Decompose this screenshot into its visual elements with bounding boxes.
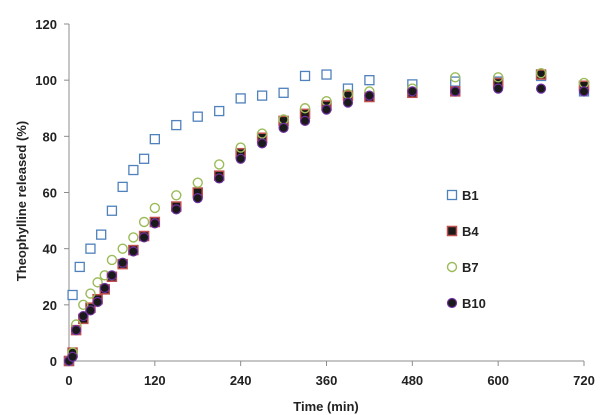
data-point-b1 — [85, 243, 96, 254]
data-point-b1 — [74, 261, 85, 273]
y-tick-labels: 0 20 40 60 80 100 120 — [35, 17, 57, 369]
legend-marker-b10 — [446, 297, 458, 309]
data-point-b1 — [321, 69, 332, 80]
y-axis-title: Theophylline released (%) — [14, 121, 29, 281]
x-tick-label: 120 — [144, 373, 166, 388]
data-point-b1 — [235, 93, 246, 104]
data-point-b10 — [493, 83, 504, 94]
data-point-b7 — [117, 243, 128, 254]
data-point-b7 — [256, 128, 268, 139]
y-tick-label: 0 — [50, 354, 57, 369]
data-point-b10 — [192, 193, 203, 204]
data-point-b7 — [92, 277, 103, 288]
legend-marker-b1 — [446, 189, 458, 201]
x-tick-label: 480 — [401, 373, 423, 388]
data-point-b1 — [138, 153, 150, 164]
data-point-b7 — [85, 288, 96, 299]
data-point-b7 — [192, 177, 203, 188]
data-point-b10 — [235, 153, 246, 164]
data-point-b10 — [321, 104, 332, 115]
data-point-b10 — [407, 86, 418, 97]
data-point-b7 — [106, 254, 118, 266]
legend-label-b10: B10 — [462, 296, 486, 311]
data-point-b7 — [149, 202, 161, 214]
data-point-b7 — [171, 190, 182, 201]
data-point-b7 — [235, 142, 246, 153]
x-tick-label: 600 — [487, 373, 509, 388]
data-point-b10 — [278, 122, 289, 134]
data-point-b10 — [67, 351, 78, 362]
data-point-b10 — [342, 97, 354, 108]
data-point-b1 — [299, 70, 311, 82]
data-point-b7 — [450, 72, 461, 83]
data-point-b1 — [214, 105, 225, 117]
data-point-b10 — [71, 325, 82, 336]
legend-marker-b4 — [446, 225, 458, 237]
data-point-b10 — [106, 270, 118, 281]
data-point-b10 — [78, 310, 89, 322]
data-point-b1 — [278, 87, 289, 98]
x-tick-labels: 0 120 240 360 480 600 720 — [65, 373, 594, 388]
data-point-b10 — [214, 173, 225, 184]
series-b10 — [63, 83, 590, 367]
data-point-b10 — [85, 305, 96, 316]
data-point-b10 — [117, 257, 128, 268]
data-point-b1 — [106, 205, 118, 216]
data-point-b7 — [128, 232, 139, 243]
data-point-b1 — [67, 289, 78, 301]
data-point-b10 — [171, 204, 182, 215]
legend-label-b1: B1 — [462, 188, 479, 203]
legend-label-b7: B7 — [462, 260, 479, 275]
y-tick-label: 60 — [43, 186, 57, 201]
x-tick-label: 360 — [316, 373, 338, 388]
data-point-b7 — [492, 72, 504, 83]
y-tick-label: 120 — [35, 17, 57, 32]
data-point-b10 — [364, 90, 375, 101]
data-point-b10 — [128, 246, 139, 257]
data-point-b7 — [78, 299, 89, 311]
legend-item-b4: B4 — [446, 224, 479, 239]
legend: B1 B4 B7 B10 — [446, 188, 486, 311]
data-point-b10 — [450, 86, 461, 97]
data-point-b10 — [578, 86, 590, 97]
data-point-b1 — [117, 181, 128, 193]
data-point-b1 — [96, 229, 107, 240]
legend-item-b7: B7 — [446, 260, 479, 275]
data-point-b1 — [128, 164, 139, 176]
x-tick-label: 0 — [65, 373, 72, 388]
data-point-b1 — [256, 90, 268, 101]
legend-label-b4: B4 — [462, 224, 479, 239]
data-point-b10 — [299, 115, 311, 126]
data-point-b7 — [214, 159, 225, 170]
data-point-b1 — [364, 75, 375, 86]
x-tick-label: 720 — [573, 373, 595, 388]
x-tick-label: 240 — [230, 373, 252, 388]
legend-item-b10: B10 — [446, 296, 486, 311]
data-point-b10 — [149, 218, 160, 229]
data-point-b1 — [149, 133, 160, 145]
data-point-b1 — [171, 119, 182, 131]
data-markers — [63, 67, 590, 367]
data-point-b10 — [535, 83, 547, 94]
x-axis-title: Time (min) — [293, 399, 359, 414]
y-tick-label: 40 — [43, 242, 57, 257]
data-point-b1 — [192, 111, 203, 122]
data-point-b10 — [139, 232, 150, 243]
y-tick-label: 20 — [43, 298, 57, 313]
y-tick-label: 80 — [43, 129, 57, 144]
data-point-b7 — [535, 67, 547, 79]
legend-marker-b7 — [446, 261, 458, 273]
axes — [64, 23, 585, 366]
data-point-b10 — [99, 282, 110, 294]
data-point-b7 — [138, 216, 150, 228]
data-point-b7 — [299, 103, 311, 114]
y-tick-label: 100 — [35, 73, 57, 88]
legend-item-b1: B1 — [446, 188, 479, 203]
data-point-b10 — [257, 138, 268, 149]
data-point-b10 — [92, 296, 103, 308]
